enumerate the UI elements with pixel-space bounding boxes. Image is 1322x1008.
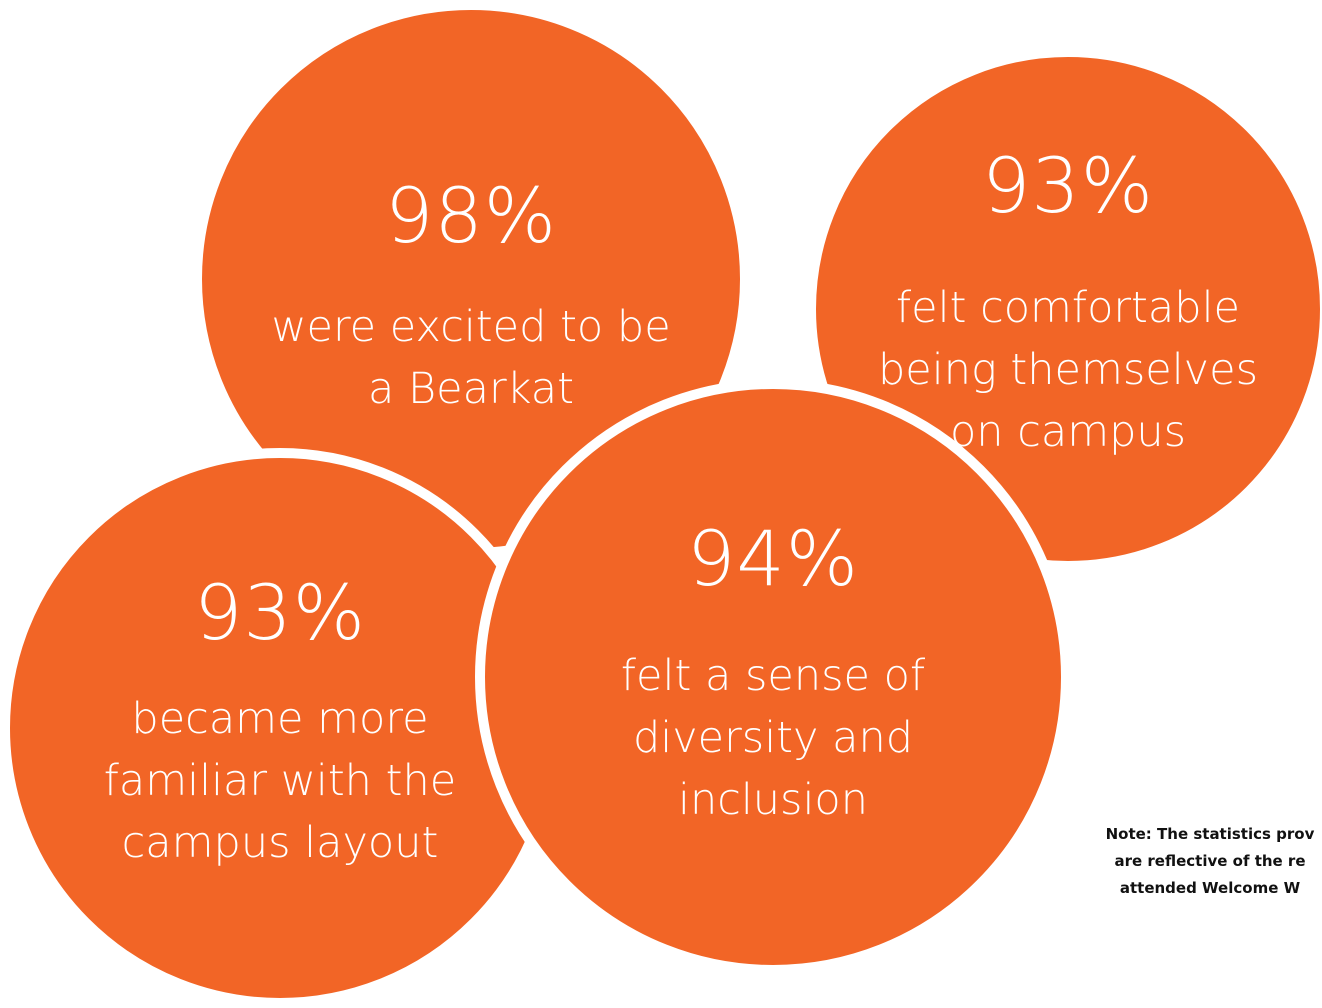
- footnote-line: Note: The statistics prov: [1105, 825, 1315, 843]
- stat-description-line: campus layout: [121, 818, 439, 868]
- footnote-line: attended Welcome W: [1119, 879, 1301, 897]
- stat-description-line: felt a sense of: [620, 651, 926, 701]
- stat-percent: 93%: [982, 141, 1154, 230]
- footnote-line: are reflective of the re: [1114, 852, 1306, 870]
- stat-percent: 93%: [194, 568, 366, 657]
- stat-description: felt comfortable being themselves on cam…: [816, 277, 1320, 463]
- stat-description: became more familiar with the campus lay…: [10, 688, 550, 874]
- stat-description-line: diversity and: [632, 713, 914, 763]
- stat-description-line: a Bearkat: [367, 364, 574, 414]
- stat-percent: 98%: [385, 171, 557, 260]
- stat-description: were excited to be a Bearkat: [202, 296, 740, 420]
- stat-circle-comfortable: 93% felt comfortable being themselves on…: [806, 47, 1322, 571]
- stat-description: felt a sense of diversity and inclusion: [485, 645, 1061, 831]
- footnote: Note: The statistics prov are reflective…: [1060, 821, 1322, 902]
- stat-description-line: felt comfortable: [896, 283, 1240, 333]
- stat-percent: 94%: [687, 514, 859, 603]
- stat-circle-familiar: 93% became more familiar with the campus…: [0, 448, 560, 1008]
- stat-description-line: being themselves: [878, 345, 1258, 395]
- stat-description-line: were excited to be: [271, 302, 671, 352]
- stat-circle-diversity: 94% felt a sense of diversity and inclus…: [475, 379, 1071, 975]
- stat-description-line: became more: [131, 694, 429, 744]
- stat-description-line: on campus: [949, 407, 1187, 457]
- stat-description-line: inclusion: [678, 775, 868, 825]
- stat-description-line: familiar with the: [103, 756, 457, 806]
